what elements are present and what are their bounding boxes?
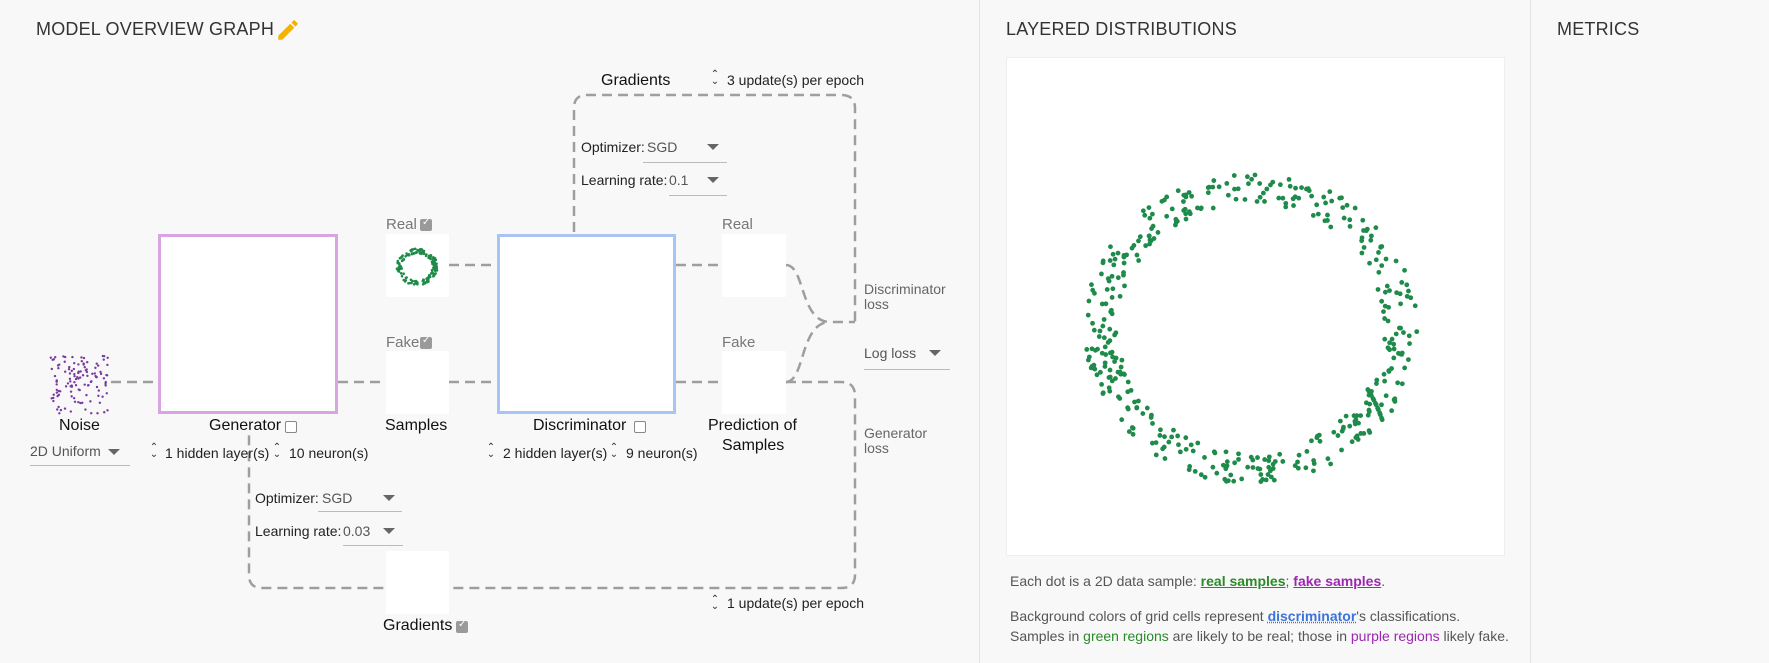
caption-line2: Background colors of grid cells represen…	[1010, 608, 1460, 624]
chevron-down-icon[interactable]	[383, 528, 395, 534]
fake-samples-preview	[386, 351, 449, 414]
green-regions-text: green regions	[1083, 628, 1169, 644]
discriminator-loss-label-line2: loss	[864, 297, 889, 312]
distribution-plot	[1006, 57, 1505, 556]
generator-loss-label-line2: loss	[864, 441, 889, 456]
updates-top: 3 update(s) per epoch	[727, 72, 864, 88]
discriminator-neurons: 9 neuron(s)	[626, 445, 698, 461]
real-output-label: Real	[722, 216, 753, 233]
real-input-label: Real	[386, 216, 417, 233]
discriminator-lr-label: Learning rate:	[581, 172, 667, 188]
generator-lr-underline	[343, 545, 403, 546]
gradients-checkbox[interactable]	[456, 621, 468, 633]
generator-hidden-layers: 1 hidden layer(s)	[165, 445, 269, 461]
generator-neurons-stepper[interactable]: ⌃ ⌄	[272, 444, 282, 458]
chevron-down-icon[interactable]	[108, 449, 120, 455]
fake-input-label: Fake	[386, 334, 419, 351]
layered-distributions-title: LAYERED DISTRIBUTIONS	[1006, 19, 1237, 40]
discriminator-lr-underline	[669, 195, 727, 196]
generator-lr-value[interactable]: 0.03	[343, 523, 370, 539]
discriminator-loss-label-line1: Discriminator	[864, 282, 946, 297]
real-samples-preview	[386, 234, 449, 297]
noise-preview	[48, 354, 110, 416]
noise-distribution-value[interactable]: 2D Uniform	[30, 443, 101, 459]
discriminator-box	[497, 234, 676, 414]
real-samples-link[interactable]: real samples	[1201, 573, 1286, 589]
metrics-title: METRICS	[1557, 19, 1639, 40]
generator-checkbox[interactable]	[285, 421, 297, 433]
discriminator-optimizer-underline	[643, 162, 727, 163]
real-input-checkbox[interactable]	[420, 219, 432, 231]
generator-optimizer-value[interactable]: SGD	[322, 490, 352, 506]
fake-output-label: Fake	[722, 334, 755, 351]
discriminator-optimizer-label: Optimizer:	[581, 139, 645, 155]
noise-label: Noise	[59, 417, 100, 435]
fake-input-checkbox[interactable]	[420, 337, 432, 349]
loss-select-underline	[864, 369, 950, 370]
samples-label: Samples	[385, 417, 447, 435]
connector-lines	[0, 0, 979, 663]
real-prediction-preview	[722, 234, 786, 297]
divider	[1530, 0, 1531, 663]
chevron-down-icon[interactable]	[929, 350, 941, 356]
gradients-preview	[386, 551, 449, 614]
generator-loss-label-line1: Generator	[864, 426, 927, 441]
gradients-top-label: Gradients	[601, 72, 670, 90]
generator-layers-stepper[interactable]: ⌃ ⌄	[149, 444, 159, 458]
discriminator-label: Discriminator	[533, 417, 626, 435]
updates-bottom-stepper[interactable]: ⌃ ⌄	[710, 596, 720, 610]
fake-samples-link[interactable]: fake samples	[1293, 573, 1381, 589]
discriminator-optimizer-value[interactable]: SGD	[647, 139, 677, 155]
discriminator-layers-stepper[interactable]: ⌃ ⌄	[486, 444, 496, 458]
chevron-down-icon[interactable]	[707, 177, 719, 183]
generator-label: Generator	[209, 417, 281, 435]
loss-function-value[interactable]: Log loss	[864, 345, 916, 361]
prediction-label-line2: Samples	[722, 437, 784, 455]
discriminator-hidden-layers: 2 hidden layer(s)	[503, 445, 607, 461]
discriminator-link[interactable]: discriminator	[1268, 608, 1357, 624]
noise-select-underline	[30, 465, 130, 466]
prediction-label-line1: Prediction of	[708, 417, 797, 435]
generator-neurons: 10 neuron(s)	[289, 445, 368, 461]
generator-lr-label: Learning rate:	[255, 523, 341, 539]
discriminator-lr-value[interactable]: 0.1	[669, 172, 688, 188]
divider	[979, 0, 980, 663]
fake-prediction-preview	[722, 351, 786, 414]
generator-optimizer-label: Optimizer:	[255, 490, 319, 506]
gradients-bottom-label: Gradients	[383, 617, 452, 635]
generator-optimizer-underline	[318, 511, 402, 512]
chevron-down-icon[interactable]	[707, 144, 719, 150]
chevron-down-icon[interactable]	[383, 495, 395, 501]
discriminator-neurons-stepper[interactable]: ⌃ ⌄	[609, 444, 619, 458]
generator-box	[158, 234, 338, 414]
caption-line1: Each dot is a 2D data sample: real sampl…	[1010, 573, 1385, 589]
purple-regions-text: purple regions	[1351, 628, 1440, 644]
caption-line3: Samples in green regions are likely to b…	[1010, 628, 1509, 644]
discriminator-checkbox[interactable]	[634, 421, 646, 433]
updates-top-stepper[interactable]: ⌃ ⌄	[710, 71, 720, 85]
updates-bottom: 1 update(s) per epoch	[727, 595, 864, 611]
